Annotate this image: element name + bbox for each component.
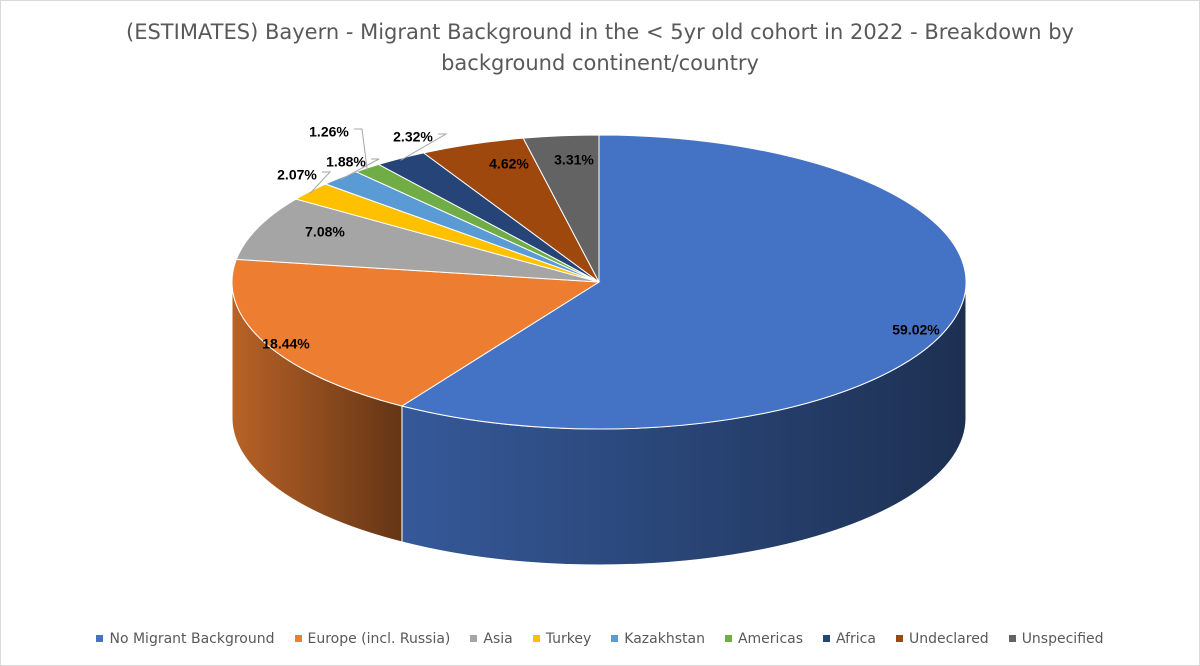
legend-item-no-migrant-background: No Migrant Background (96, 631, 275, 647)
data-label-europe-incl-russia: 18.44% (262, 336, 310, 352)
legend-swatch (895, 635, 903, 642)
legend-swatch (294, 635, 302, 642)
leader-line-africa (400, 133, 448, 161)
leader-line-turkey (309, 171, 332, 194)
leader-line-americas (354, 128, 368, 171)
data-label-no-migrant-background: 59.02% (892, 322, 940, 338)
legend-label: No Migrant Background (109, 631, 275, 647)
legend-item-undeclared: Undeclared (895, 631, 989, 647)
legend-item-africa: Africa (823, 631, 876, 647)
data-label-unspecified: 3.31% (554, 152, 594, 168)
legend-swatch (532, 635, 540, 642)
legend-item-unspecified: Unspecified (1008, 631, 1104, 647)
data-label-undeclared: 4.62% (489, 156, 529, 172)
slice-europe-incl-russia (231, 258, 601, 407)
legend-swatch (611, 635, 619, 642)
data-label-africa: 2.32% (393, 129, 433, 145)
legend-item-kazakhstan: Kazakhstan (611, 631, 705, 647)
data-label-turkey: 2.07% (277, 167, 317, 183)
legend-item-asia: Asia (470, 631, 513, 647)
legend-swatch (96, 635, 104, 642)
legend-swatch (1008, 635, 1016, 642)
slice-unspecified (522, 134, 600, 283)
slice-no-migrant-background (400, 134, 967, 430)
legend-label: Unspecified (1021, 631, 1104, 647)
legend-label: Americas (737, 631, 804, 647)
legend-label: Kazakhstan (624, 631, 705, 647)
leader-line-kazakhstan (340, 158, 380, 181)
legend: No Migrant Background Europe (incl. Russi… (1, 631, 1199, 647)
legend-swatch (470, 635, 478, 642)
legend-item-turkey: Turkey (532, 631, 592, 647)
legend-label: Europe (incl. Russia) (307, 631, 451, 647)
data-label-kazakhstan: 1.88% (326, 154, 366, 170)
legend-label: Asia (483, 631, 513, 647)
legend-label: Turkey (545, 631, 592, 647)
legend-item-americas: Americas (724, 631, 804, 647)
legend-swatch (724, 635, 732, 642)
slice-asia (235, 198, 600, 283)
data-label-americas: 1.26% (309, 124, 349, 140)
legend-item-europe-incl-russia: Europe (incl. Russia) (294, 631, 451, 647)
legend-label: Africa (836, 631, 876, 647)
legend-label: Undeclared (908, 631, 989, 647)
data-label-asia: 7.08% (305, 224, 345, 240)
legend-swatch (823, 635, 831, 642)
chart-title: (ESTIMATES) Bayern - Migrant Background … (126, 20, 1074, 75)
